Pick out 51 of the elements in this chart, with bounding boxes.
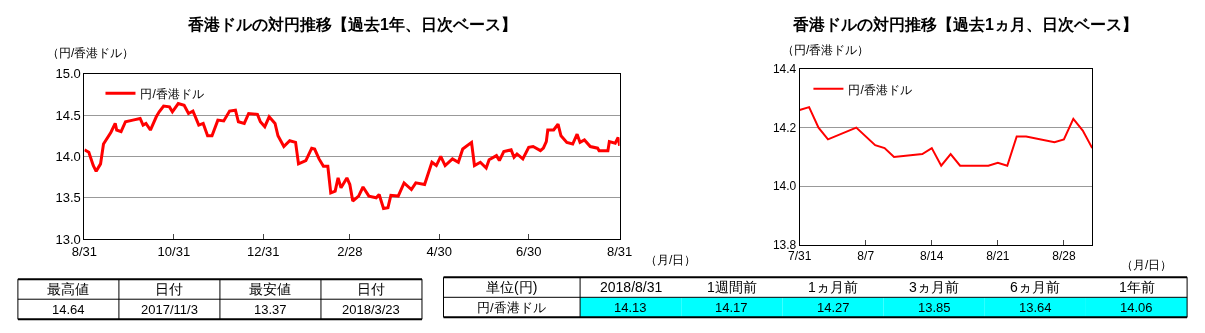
text: 14.64 xyxy=(52,302,85,317)
y-tick-label: 13.5 xyxy=(55,190,81,206)
text: 14.17 xyxy=(715,300,748,315)
x-tick-label: 4/30 xyxy=(426,243,452,259)
y-tick-label: 14.2 xyxy=(772,120,797,135)
text: 最高値 xyxy=(47,281,89,297)
text: 1週間前 xyxy=(707,279,757,295)
x-tick-label: 8/14 xyxy=(920,249,944,264)
x-tick-label: 10/31 xyxy=(157,243,191,259)
x-tick-label: 12/31 xyxy=(247,243,280,259)
text: 1年前 xyxy=(1119,279,1155,295)
x-axis-title: （月/日） xyxy=(1121,258,1173,272)
text: 13.37 xyxy=(254,302,287,317)
x-tick-label: 7/31 xyxy=(787,249,812,264)
x-tick-label: 8/28 xyxy=(1052,249,1076,264)
text: 3ヵ月前 xyxy=(909,279,959,295)
text: 日付 xyxy=(357,281,385,297)
text: 2018/8/31 xyxy=(600,279,663,295)
y-tick-label: 14.0 xyxy=(772,179,797,194)
x-tick-label: 6/30 xyxy=(516,243,542,259)
text: 2018/3/23 xyxy=(342,302,400,317)
x-tick-label: 8/7 xyxy=(857,249,875,264)
y-tick-label: 14.0 xyxy=(55,149,81,164)
legend-label: 円/香港ドル xyxy=(140,86,204,101)
text: 2017/11/3 xyxy=(141,302,198,317)
y-tick-label: 14.4 xyxy=(772,62,797,77)
y-tick-label: 13.8 xyxy=(772,237,797,252)
line-series xyxy=(84,102,620,210)
text: 単位(円) xyxy=(486,279,538,295)
text: 14.06 xyxy=(1120,300,1153,315)
text: 14.13 xyxy=(614,300,647,315)
text: 日付 xyxy=(155,281,183,297)
text: 1ヵ月前 xyxy=(808,279,858,295)
legend-label: 円/香港ドル xyxy=(848,82,912,97)
y-tick-label: 15.0 xyxy=(55,66,81,82)
chart-title: 香港ドルの対円推移【過去1ヵ月、日次ベース】 xyxy=(792,15,1138,33)
y-tick-label: 14.5 xyxy=(55,107,81,123)
x-tick-label: 2/28 xyxy=(337,243,363,259)
text: 最安値 xyxy=(249,281,291,297)
text: 円/香港ドル xyxy=(477,300,546,315)
y-axis-title: （円/香港ドル） xyxy=(782,43,870,57)
text: 6ヵ月前 xyxy=(1010,279,1060,295)
line-series xyxy=(799,106,1093,167)
chart-title: 香港ドルの対円推移【過去1年、日次ベース】 xyxy=(187,15,517,33)
text: 13.85 xyxy=(918,300,951,315)
x-axis-title: （月/日） xyxy=(645,253,697,267)
x-tick-label: 8/21 xyxy=(986,249,1010,264)
text: 14.27 xyxy=(817,300,850,315)
text: 13.64 xyxy=(1019,300,1052,315)
x-tick-label: 8/31 xyxy=(606,243,633,259)
y-axis-title: （円/香港ドル） xyxy=(47,46,135,60)
